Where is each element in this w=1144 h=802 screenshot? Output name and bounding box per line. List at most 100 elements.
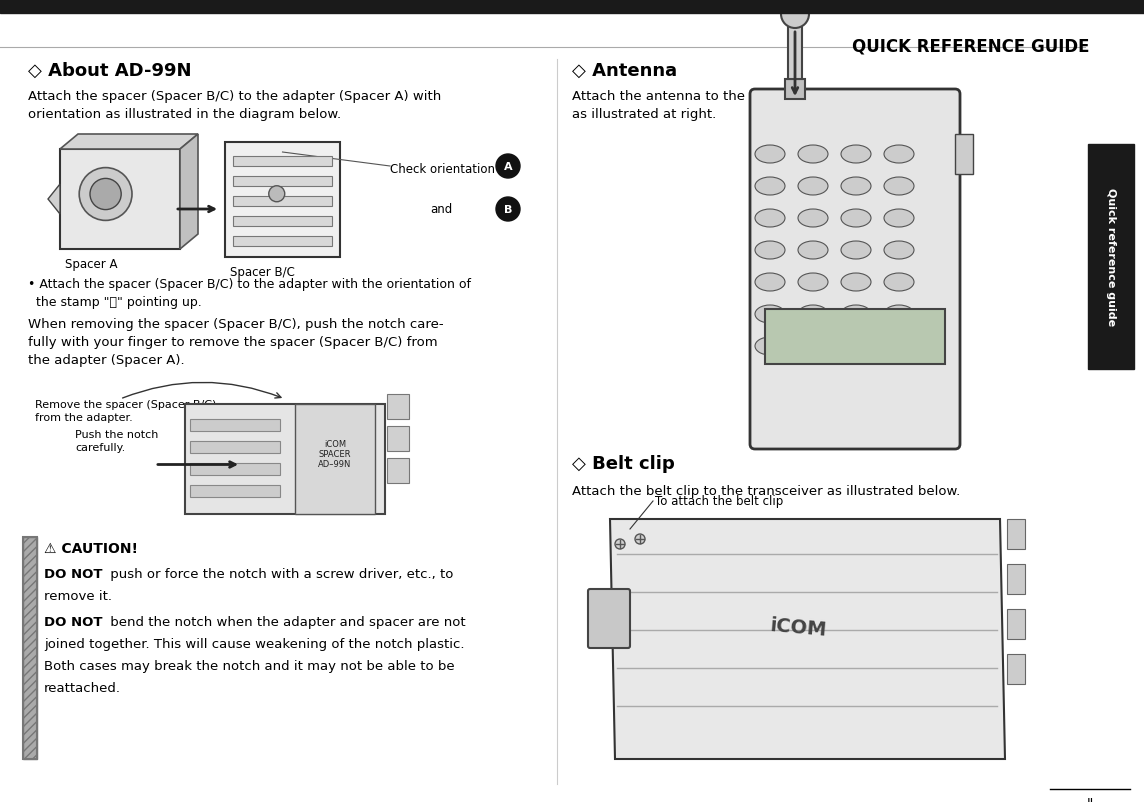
Bar (185, 404, 386, 514)
Bar (785, 80, 805, 100)
Ellipse shape (841, 241, 871, 260)
Polygon shape (180, 135, 198, 249)
Text: Both cases may break the notch and it may not be able to be: Both cases may break the notch and it ma… (43, 659, 454, 672)
FancyBboxPatch shape (750, 90, 960, 449)
Ellipse shape (884, 241, 914, 260)
Bar (387, 459, 410, 484)
Text: remove it.: remove it. (43, 589, 112, 602)
Circle shape (496, 155, 521, 179)
Polygon shape (59, 135, 198, 150)
Ellipse shape (755, 306, 785, 323)
Circle shape (90, 179, 121, 210)
Ellipse shape (755, 338, 785, 355)
Ellipse shape (755, 210, 785, 228)
Bar (190, 464, 280, 476)
Text: ◇ Antenna: ◇ Antenna (572, 62, 677, 80)
Text: QUICK REFERENCE GUIDE: QUICK REFERENCE GUIDE (852, 38, 1090, 56)
Ellipse shape (755, 273, 785, 292)
Bar (233, 157, 332, 167)
Circle shape (269, 187, 285, 202)
Ellipse shape (841, 273, 871, 292)
Bar (295, 404, 375, 514)
Bar (1007, 520, 1025, 549)
Text: Push the notch
carefully.: Push the notch carefully. (76, 429, 158, 452)
Ellipse shape (841, 306, 871, 323)
Ellipse shape (841, 210, 871, 228)
Text: DO NOT: DO NOT (43, 567, 103, 581)
Bar (233, 237, 332, 247)
Ellipse shape (841, 146, 871, 164)
Ellipse shape (799, 146, 828, 164)
Text: reattached.: reattached. (43, 681, 121, 695)
Bar (59, 150, 180, 249)
Bar (233, 176, 332, 187)
Bar (190, 485, 280, 497)
Text: ◇ Belt clip: ◇ Belt clip (572, 455, 675, 472)
Text: To attach the belt clip: To attach the belt clip (656, 494, 784, 508)
Text: Check orientation: Check orientation (390, 163, 495, 176)
Ellipse shape (799, 210, 828, 228)
Bar (23, 537, 37, 759)
Ellipse shape (884, 338, 914, 355)
Circle shape (635, 534, 645, 545)
Ellipse shape (755, 146, 785, 164)
Text: bend the notch when the adapter and spacer are not: bend the notch when the adapter and spac… (106, 615, 466, 628)
Ellipse shape (841, 178, 871, 196)
Bar (233, 217, 332, 227)
Ellipse shape (841, 338, 871, 355)
Bar (225, 143, 340, 257)
Polygon shape (48, 184, 59, 215)
Bar (955, 135, 974, 175)
Bar (387, 427, 410, 452)
Polygon shape (610, 520, 1004, 759)
Bar (190, 419, 280, 431)
Ellipse shape (884, 273, 914, 292)
Ellipse shape (799, 273, 828, 292)
Bar (765, 310, 945, 365)
Text: DO NOT: DO NOT (43, 615, 103, 628)
Ellipse shape (799, 338, 828, 355)
Ellipse shape (884, 178, 914, 196)
Text: A: A (503, 162, 513, 172)
Ellipse shape (884, 306, 914, 323)
Circle shape (615, 539, 625, 549)
Text: push or force the notch with a screw driver, etc., to: push or force the notch with a screw dri… (106, 567, 453, 581)
Bar (1007, 565, 1025, 594)
Bar (387, 395, 410, 419)
Text: Spacer A: Spacer A (65, 257, 118, 270)
Text: II: II (1087, 796, 1094, 802)
Text: • Attach the spacer (Spacer B/C) to the adapter with the orientation of
  the st: • Attach the spacer (Spacer B/C) to the … (27, 277, 471, 309)
Circle shape (496, 198, 521, 221)
Text: When removing the spacer (Spacer B/C), push the notch care-
fully with your fing: When removing the spacer (Spacer B/C), p… (27, 318, 444, 367)
Text: Attach the antenna to the transceiver
as illustrated at right.: Attach the antenna to the transceiver as… (572, 90, 825, 121)
Circle shape (781, 1, 809, 29)
Text: B: B (503, 205, 513, 215)
Text: and: and (430, 203, 452, 216)
Text: ⚠ CAUTION!: ⚠ CAUTION! (43, 541, 138, 555)
Ellipse shape (799, 241, 828, 260)
Ellipse shape (884, 210, 914, 228)
Text: Quick reference guide: Quick reference guide (1106, 188, 1117, 326)
Bar (788, 20, 802, 80)
Bar (233, 196, 332, 207)
Bar (1088, 145, 1134, 370)
Ellipse shape (799, 306, 828, 323)
Ellipse shape (884, 146, 914, 164)
Text: Attach the spacer (Spacer B/C) to the adapter (Spacer A) with
orientation as ill: Attach the spacer (Spacer B/C) to the ad… (27, 90, 442, 121)
Ellipse shape (799, 178, 828, 196)
Bar (23, 537, 37, 759)
Bar (0, 0, 1144, 14)
Text: Attach the belt clip to the transceiver as illustrated below.: Attach the belt clip to the transceiver … (572, 484, 960, 497)
Bar (190, 441, 280, 453)
Bar (1007, 654, 1025, 684)
Text: iCOM: iCOM (770, 615, 828, 639)
Text: Spacer B/C: Spacer B/C (230, 265, 295, 278)
Circle shape (79, 168, 132, 221)
Text: iCOM
SPACER
AD–99N: iCOM SPACER AD–99N (318, 439, 351, 469)
Text: joined together. This will cause weakening of the notch plastic.: joined together. This will cause weakeni… (43, 638, 464, 650)
Bar (1007, 610, 1025, 639)
Text: Remove the spacer (Spacer B/C)
from the adapter.: Remove the spacer (Spacer B/C) from the … (35, 399, 216, 423)
Ellipse shape (755, 178, 785, 196)
FancyBboxPatch shape (588, 589, 630, 648)
Text: ◇ About AD-99N: ◇ About AD-99N (27, 62, 191, 80)
